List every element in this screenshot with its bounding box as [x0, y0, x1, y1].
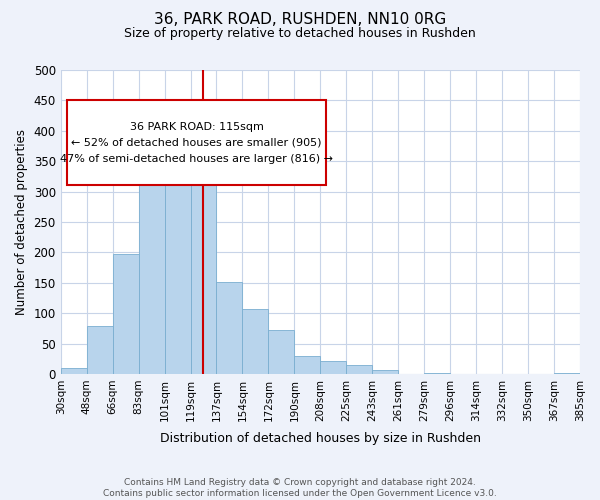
Text: Contains HM Land Registry data © Crown copyright and database right 2024.
Contai: Contains HM Land Registry data © Crown c… [103, 478, 497, 498]
Text: Size of property relative to detached houses in Rushden: Size of property relative to detached ho… [124, 28, 476, 40]
Bar [372, 370, 398, 374]
Bar [61, 368, 86, 374]
Bar [139, 172, 164, 374]
Bar [242, 309, 268, 374]
Bar [295, 356, 320, 374]
Bar [320, 361, 346, 374]
X-axis label: Distribution of detached houses by size in Rushden: Distribution of detached houses by size … [160, 432, 481, 445]
Bar [554, 372, 580, 374]
Bar [217, 282, 242, 374]
Bar [191, 180, 217, 374]
Bar [164, 138, 191, 374]
Bar [268, 330, 295, 374]
Text: 36 PARK ROAD: 115sqm
← 52% of detached houses are smaller (905)
47% of semi-deta: 36 PARK ROAD: 115sqm ← 52% of detached h… [60, 122, 333, 164]
Text: 36, PARK ROAD, RUSHDEN, NN10 0RG: 36, PARK ROAD, RUSHDEN, NN10 0RG [154, 12, 446, 28]
Y-axis label: Number of detached properties: Number of detached properties [15, 129, 28, 315]
Bar [113, 254, 139, 374]
Bar [346, 366, 372, 374]
Bar [86, 326, 113, 374]
